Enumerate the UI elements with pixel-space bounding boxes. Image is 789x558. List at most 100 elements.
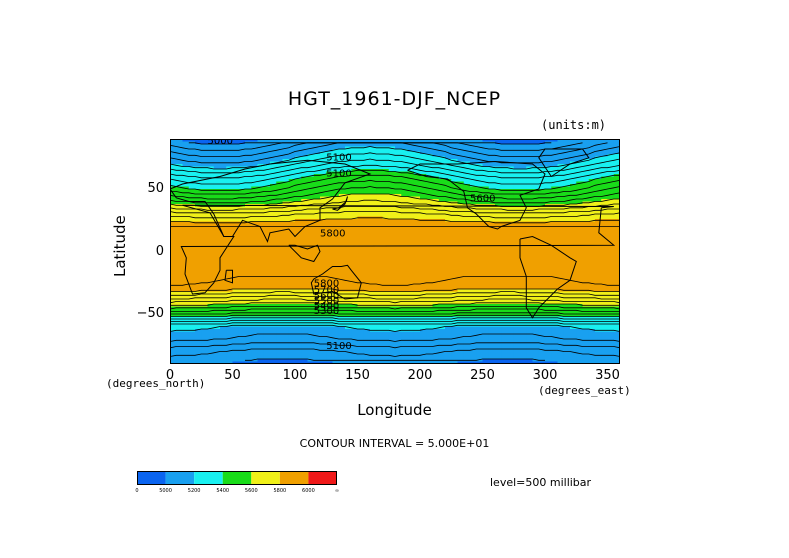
height-cell xyxy=(445,231,452,235)
height-cell xyxy=(420,234,427,238)
height-cell xyxy=(551,271,559,275)
height-cell xyxy=(213,139,221,143)
height-cell xyxy=(513,146,521,150)
height-cell xyxy=(588,169,596,173)
height-cell xyxy=(495,291,502,295)
height-cell xyxy=(401,279,409,283)
height-cell xyxy=(476,171,484,175)
height-cell xyxy=(451,149,459,153)
height-cell xyxy=(507,299,515,303)
height-cell xyxy=(501,141,509,145)
height-cell xyxy=(420,176,427,180)
height-cell xyxy=(270,144,277,148)
height-cell xyxy=(245,219,252,223)
height-cell xyxy=(376,176,384,180)
height-cell xyxy=(257,186,265,190)
height-cell xyxy=(545,174,552,178)
height-cell xyxy=(513,166,521,170)
height-cell xyxy=(557,186,565,190)
height-cell xyxy=(445,146,452,150)
height-cell xyxy=(301,206,309,210)
height-cell xyxy=(507,199,515,203)
height-cell xyxy=(401,221,409,225)
height-cell xyxy=(320,199,327,203)
height-cell xyxy=(463,279,471,283)
height-cell xyxy=(551,251,559,255)
height-cell xyxy=(307,151,315,155)
height-cell xyxy=(563,251,571,255)
height-cell xyxy=(370,159,377,163)
height-cell xyxy=(495,261,502,265)
height-cell xyxy=(445,159,452,163)
height-cell xyxy=(495,214,502,218)
height-cell xyxy=(232,194,240,198)
height-cell xyxy=(307,184,315,188)
height-cell xyxy=(445,184,452,188)
height-cell xyxy=(345,249,352,253)
height-cell xyxy=(245,144,252,148)
height-cell xyxy=(288,284,296,288)
height-cell xyxy=(251,304,259,308)
height-cell xyxy=(476,294,484,298)
height-cell xyxy=(363,201,371,205)
height-cell xyxy=(301,186,309,190)
height-cell xyxy=(201,209,209,213)
height-cell xyxy=(170,236,177,240)
height-cell xyxy=(501,194,509,198)
height-cell xyxy=(532,146,540,150)
height-cell xyxy=(520,284,527,288)
height-cell xyxy=(188,266,196,270)
height-cell xyxy=(395,156,402,160)
height-cell xyxy=(326,306,334,310)
height-cell xyxy=(501,186,509,190)
height-cell xyxy=(226,281,234,285)
height-cell xyxy=(582,301,590,305)
height-cell xyxy=(207,139,215,143)
height-cell xyxy=(382,201,390,205)
height-cell xyxy=(613,194,620,198)
height-cell xyxy=(195,231,202,235)
height-cell xyxy=(526,196,534,200)
height-cell xyxy=(326,169,334,173)
height-cell xyxy=(538,251,546,255)
height-cell xyxy=(613,144,620,148)
height-cell xyxy=(182,246,190,250)
height-cell xyxy=(295,271,302,275)
height-cell xyxy=(207,266,215,270)
height-cell xyxy=(307,241,315,245)
height-cell xyxy=(451,284,459,288)
height-cell xyxy=(557,269,565,273)
height-cell xyxy=(313,279,321,283)
height-cell xyxy=(232,219,240,223)
height-cell xyxy=(195,311,202,315)
height-cell xyxy=(438,139,446,143)
height-cell xyxy=(513,271,521,275)
height-cell xyxy=(476,239,484,243)
height-cell xyxy=(301,171,309,175)
height-cell xyxy=(451,254,459,258)
height-cell xyxy=(338,139,346,143)
height-cell xyxy=(370,284,377,288)
height-cell xyxy=(401,254,409,258)
height-cell xyxy=(557,206,565,210)
height-cell xyxy=(457,251,465,255)
height-cell xyxy=(476,221,484,225)
height-cell xyxy=(557,296,565,300)
height-cell xyxy=(176,259,184,263)
height-cell xyxy=(557,256,565,260)
height-cell xyxy=(457,226,465,230)
height-cell xyxy=(607,169,615,173)
height-cell xyxy=(551,154,559,158)
height-cell xyxy=(176,256,184,260)
height-cell xyxy=(357,254,365,258)
height-cell xyxy=(345,251,352,255)
height-cell xyxy=(270,289,277,293)
height-cell xyxy=(195,184,202,188)
height-cell xyxy=(476,219,484,223)
height-cell xyxy=(188,229,196,233)
height-cell xyxy=(426,151,434,155)
height-cell xyxy=(538,176,546,180)
height-cell xyxy=(232,139,240,143)
height-cell xyxy=(520,299,527,303)
height-cell xyxy=(395,269,402,273)
